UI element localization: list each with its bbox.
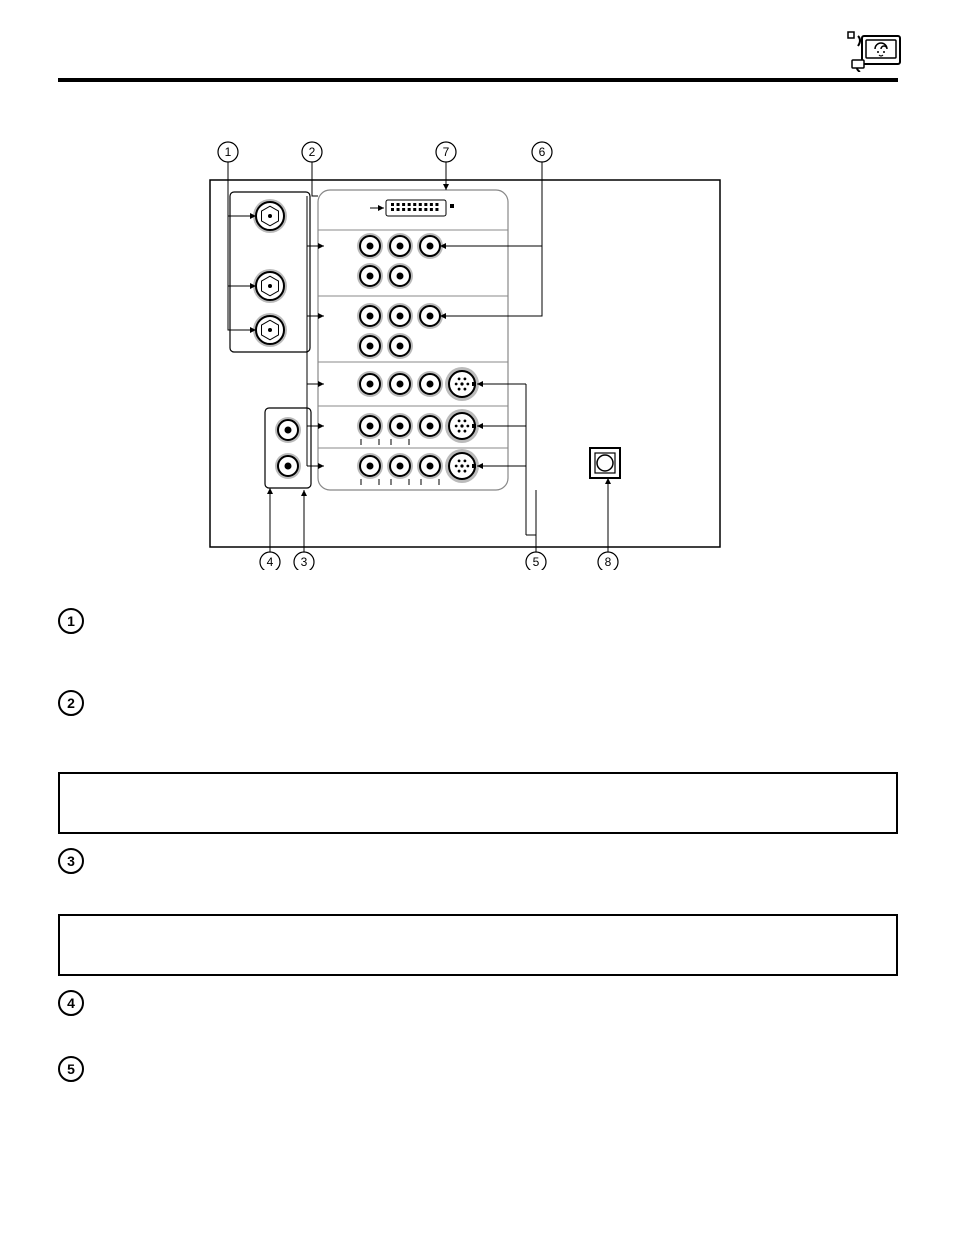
svg-text:6: 6 [539,145,546,159]
list-item-number: 3 [58,848,84,874]
list-item: 5 [58,1056,898,1100]
rear-panel-diagram: 1 2 7 6 4 3 5 8 [0,130,954,570]
list-item: 4 [58,990,898,1034]
list-item-number: 4 [58,990,84,1016]
list-item-body [100,690,898,750]
header-rule [58,78,898,82]
list-item-body [100,848,898,892]
svg-text:1: 1 [225,145,232,159]
note-box [58,772,898,834]
svg-text:5: 5 [533,555,540,569]
svg-text:8: 8 [605,555,612,569]
svg-text:3: 3 [301,555,308,569]
svg-text:4: 4 [267,555,274,569]
list-item-body [100,608,898,668]
list-item: 1 [58,608,898,668]
list-item: 3 [58,848,898,892]
svg-text:2: 2 [309,145,316,159]
list-item-number: 1 [58,608,84,634]
callout-list: 1 2 3 4 5 [58,608,898,1122]
svg-text:7: 7 [443,145,450,159]
note-box [58,914,898,976]
header-computer-icon [842,30,906,72]
list-item: 2 [58,690,898,750]
list-item-number: 2 [58,690,84,716]
list-item-body [100,990,898,1034]
list-item-number: 5 [58,1056,84,1082]
list-item-body [100,1056,898,1100]
